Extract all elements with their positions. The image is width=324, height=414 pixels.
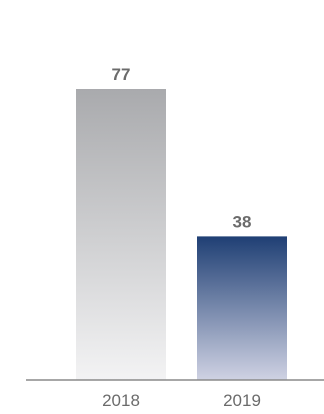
data-label-2018: 77 (112, 65, 131, 84)
bar-2019 (197, 236, 287, 380)
x-tick-label-2019: 2019 (223, 391, 261, 410)
data-label-2019: 38 (233, 212, 252, 231)
value-labels-group: 77 38 (112, 65, 252, 231)
tick-labels-group: 2018 2019 (102, 391, 261, 410)
x-tick-label-2018: 2018 (102, 391, 140, 410)
bars-group (76, 89, 287, 380)
bar-2018 (76, 89, 166, 380)
